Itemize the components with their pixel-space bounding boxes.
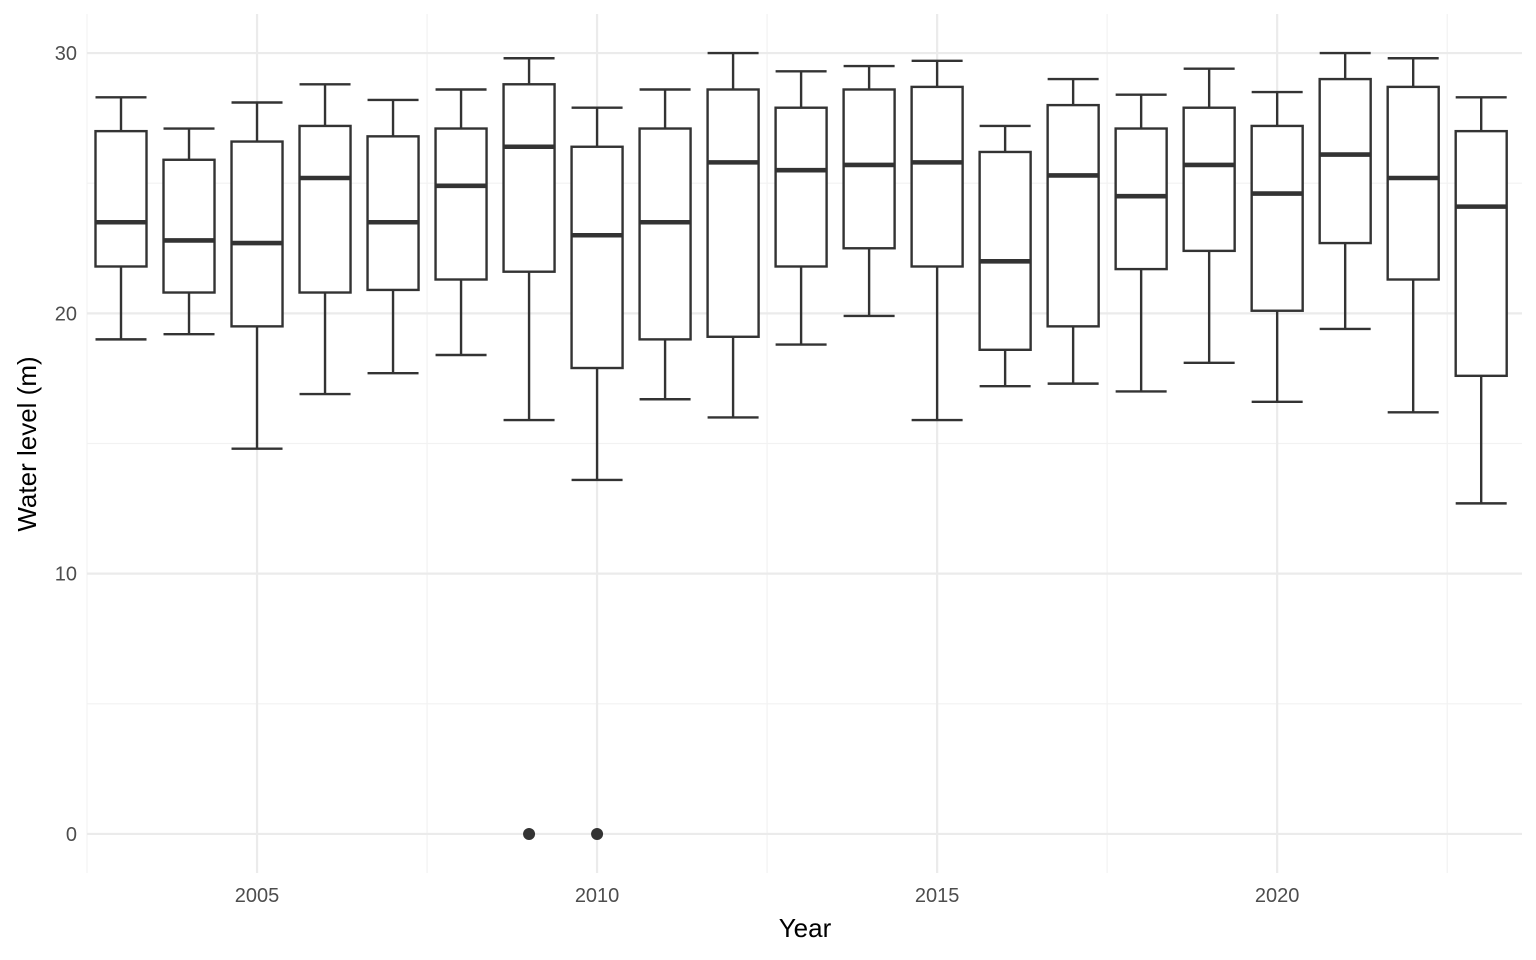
box-2009 [502,57,556,422]
box-2008 [434,88,488,357]
interquartile-box [366,135,420,292]
interquartile-box [230,140,284,328]
x-tick-label: 2005 [235,885,280,907]
box-2014 [842,64,896,318]
interquartile-box [638,127,692,341]
box-2003 [94,96,148,341]
y-axis-title: Water level (m) [12,356,42,531]
interquartile-box [1318,77,1372,245]
x-tick-label: 2010 [575,885,620,907]
interquartile-box [1454,129,1508,378]
box-2019 [1182,67,1236,365]
outlier-points [523,827,604,840]
box-2006 [298,83,352,396]
box-2015 [910,59,964,422]
box-2016 [978,124,1032,388]
box-2012 [706,51,760,419]
y-tick-label: 10 [55,564,77,586]
interquartile-box [94,129,148,268]
interquartile-box [1114,127,1168,271]
y-axis-tick-labels: 0 10 20 30 [55,43,77,846]
interquartile-box [1046,103,1100,328]
interquartile-box [978,150,1032,351]
interquartile-box [1250,124,1304,312]
box-2017 [1046,77,1100,385]
x-tick-label: 2015 [915,885,960,907]
box-2020 [1250,90,1304,404]
interquartile-box [298,124,352,294]
interquartile-box [570,145,624,370]
box-2023 [1454,96,1508,505]
boxes [94,51,1508,505]
interquartile-box [434,127,488,281]
interquartile-box [162,158,216,294]
x-axis-tick-labels: 2005 2010 2015 2020 [235,885,1300,907]
x-tick-label: 2020 [1255,885,1300,907]
interquartile-box [502,83,556,273]
box-2021 [1318,51,1372,331]
interquartile-box [1182,106,1236,253]
box-2013 [774,70,828,346]
box-2018 [1114,93,1168,393]
interquartile-box [1386,85,1440,281]
interquartile-box [774,106,828,268]
box-2022 [1386,57,1440,414]
y-tick-label: 0 [66,824,77,846]
outlier-point [523,827,536,840]
box-2007 [366,98,420,375]
interquartile-box [842,88,896,250]
interquartile-box [706,88,760,338]
outlier-point [591,827,604,840]
y-tick-label: 20 [55,303,77,325]
box-2010 [570,106,624,482]
x-axis-title: Year [779,913,832,943]
box-2004 [162,127,216,336]
interquartile-box [910,85,964,268]
box-2005 [230,101,284,450]
y-tick-label: 30 [55,43,77,65]
box-2011 [638,88,692,401]
